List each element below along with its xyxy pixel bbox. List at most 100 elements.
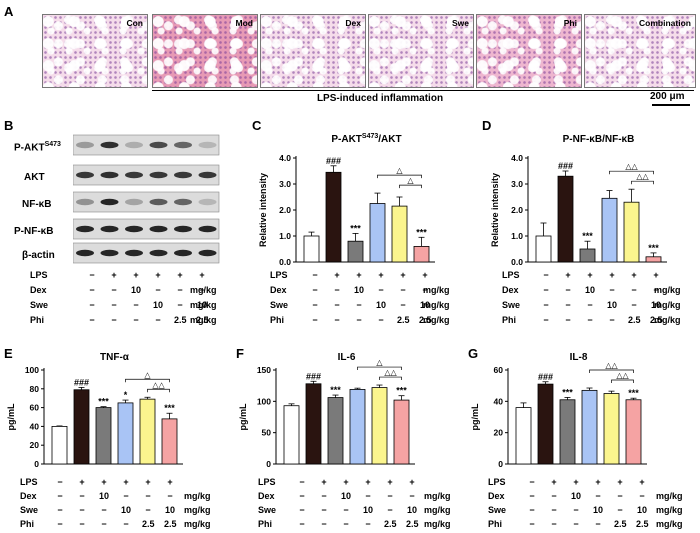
comparison-label: △ (396, 166, 403, 175)
treatment-cell: 10 (584, 285, 595, 295)
panel-label-c: C (252, 118, 262, 133)
y-tick-label: 150 (257, 365, 271, 375)
treatment-cell: − (334, 300, 340, 310)
treatment-row-label: Phi (30, 315, 45, 325)
y-tick-label: 2.0 (279, 205, 291, 215)
treatment-cell: − (378, 315, 384, 325)
treatment-row-label: Dex (270, 285, 287, 295)
bar (117, 402, 134, 465)
blot-band (76, 141, 94, 149)
treatment-cell: 10 (98, 491, 109, 501)
panel-label-g: G (468, 346, 479, 361)
bar (369, 203, 386, 263)
significance-label: * (124, 390, 128, 400)
treatment-row-label: Swe (270, 300, 289, 310)
bar (581, 389, 598, 465)
treatment-cell: + (609, 270, 615, 280)
treatment-cell: + (378, 270, 384, 280)
blot-band (100, 225, 119, 233)
comparison-bracket (379, 376, 402, 381)
treatment-cell: − (573, 505, 579, 515)
treatment-cell: − (155, 315, 161, 325)
y-tick-label: 1.0 (511, 231, 523, 241)
treatment-cell: 10 (375, 300, 386, 310)
blot-strip (73, 134, 220, 156)
blot-band (174, 249, 192, 257)
bar (603, 393, 620, 465)
treatment-cell: + (653, 270, 659, 280)
treatment-unit: mg/kg (423, 315, 450, 325)
treatment-cell: + (123, 477, 129, 487)
blot-strip (73, 218, 220, 240)
treatment-row-label: Swe (30, 300, 49, 310)
blot-band (174, 225, 192, 233)
histology-label: Combination (639, 18, 691, 28)
treatment-row-label: LPS (488, 477, 506, 487)
treatment-cell: − (356, 315, 362, 325)
treatment-cell: + (321, 477, 327, 487)
treatment-unit: mg/kg (423, 285, 450, 295)
treatment-cell: − (595, 519, 601, 529)
treatment-cell: − (177, 300, 183, 310)
bar (557, 175, 574, 263)
treatment-cell: − (378, 285, 384, 295)
y-tick-label: 20 (30, 440, 40, 450)
treatment-cell: + (631, 270, 637, 280)
treatment-cell: − (617, 505, 623, 515)
treatment-cell: 2.5 (650, 315, 663, 325)
y-tick-label: 100 (257, 396, 271, 406)
treatment-cell: 10 (592, 505, 603, 515)
treatment-table-b: LPS − + + + + + Dex − −10− − − mg/kg Swe − − −10−10 mg/kg… (0, 0, 217, 325)
treatment-cell: − (365, 519, 371, 529)
blot-band (198, 141, 217, 149)
y-axis-label: Relative intensity (258, 173, 268, 247)
treatment-cell: − (133, 315, 139, 325)
blot-band (100, 198, 119, 206)
treatment-cell: − (565, 315, 571, 325)
treatment-cell: − (529, 491, 535, 501)
bar (393, 399, 410, 465)
comparison-label: △△ (616, 371, 629, 380)
y-tick-label: 0 (498, 459, 503, 469)
chart-title-sup: S473 (362, 133, 378, 140)
y-tick-label: 0.0 (279, 257, 291, 267)
bar (303, 235, 320, 263)
blot-strip (73, 191, 220, 213)
treatment-cell: − (133, 300, 139, 310)
blot-band (125, 225, 143, 233)
treatment-cell: + (573, 477, 579, 487)
treatment-cell: 10 (130, 285, 141, 295)
treatment-cell: − (551, 519, 557, 529)
treatment-cell: − (587, 300, 593, 310)
treatment-row-label: LPS (502, 270, 520, 280)
treatment-row-label: LPS (258, 477, 276, 487)
blot-band (125, 249, 143, 257)
treatment-cell: + (334, 270, 340, 280)
treatment-cell: − (312, 270, 318, 280)
treatment-row-label: Phi (488, 519, 503, 529)
treatment-cell: 2.5 (142, 519, 155, 529)
treatment-cell: 10 (570, 491, 581, 501)
blot-label-nf-kb: NF-κB (22, 199, 52, 210)
treatment-cell: − (155, 285, 161, 295)
treatment-cell: − (89, 285, 95, 295)
significance-label: ### (558, 161, 573, 171)
treatment-cell: − (587, 315, 593, 325)
comparison-label: △△ (636, 172, 649, 181)
blot-band (149, 249, 168, 257)
treatment-cell: − (312, 285, 318, 295)
lps-bracket-label: LPS-induced inflammation (316, 93, 444, 104)
treatment-cell: + (199, 270, 205, 280)
treatment-cell: − (57, 519, 63, 529)
treatment-cell: − (400, 300, 406, 310)
treatment-unit: mg/kg (654, 285, 681, 295)
bar (601, 197, 618, 263)
bar (347, 240, 364, 263)
bar (73, 389, 90, 465)
treatment-cell: − (356, 300, 362, 310)
comparison-bracket (147, 388, 170, 393)
treatment-row-label: Dex (488, 491, 505, 501)
treatment-cell: − (565, 300, 571, 310)
treatment-cell: 10 (606, 300, 617, 310)
treatment-cell: − (299, 477, 305, 487)
